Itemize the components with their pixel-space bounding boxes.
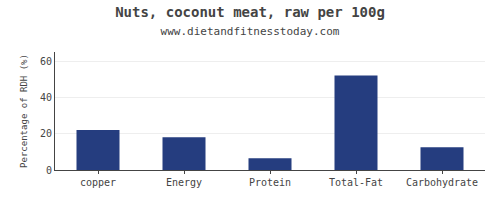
svg-text:0: 0 (46, 165, 52, 176)
svg-text:Total-Fat: Total-Fat (329, 177, 383, 188)
svg-text:60: 60 (40, 56, 52, 67)
svg-text:Percentage of RDH (%): Percentage of RDH (%) (19, 54, 29, 168)
svg-text:Energy: Energy (166, 177, 202, 188)
svg-text:Protein: Protein (249, 177, 291, 188)
svg-text:Carbohydrate: Carbohydrate (406, 177, 478, 188)
svg-text:copper: copper (80, 177, 116, 188)
svg-text:40: 40 (40, 92, 52, 103)
svg-text:Nuts, coconut meat, raw per 10: Nuts, coconut meat, raw per 100gwww.diet… (115, 4, 385, 38)
svg-text:20: 20 (40, 128, 52, 139)
